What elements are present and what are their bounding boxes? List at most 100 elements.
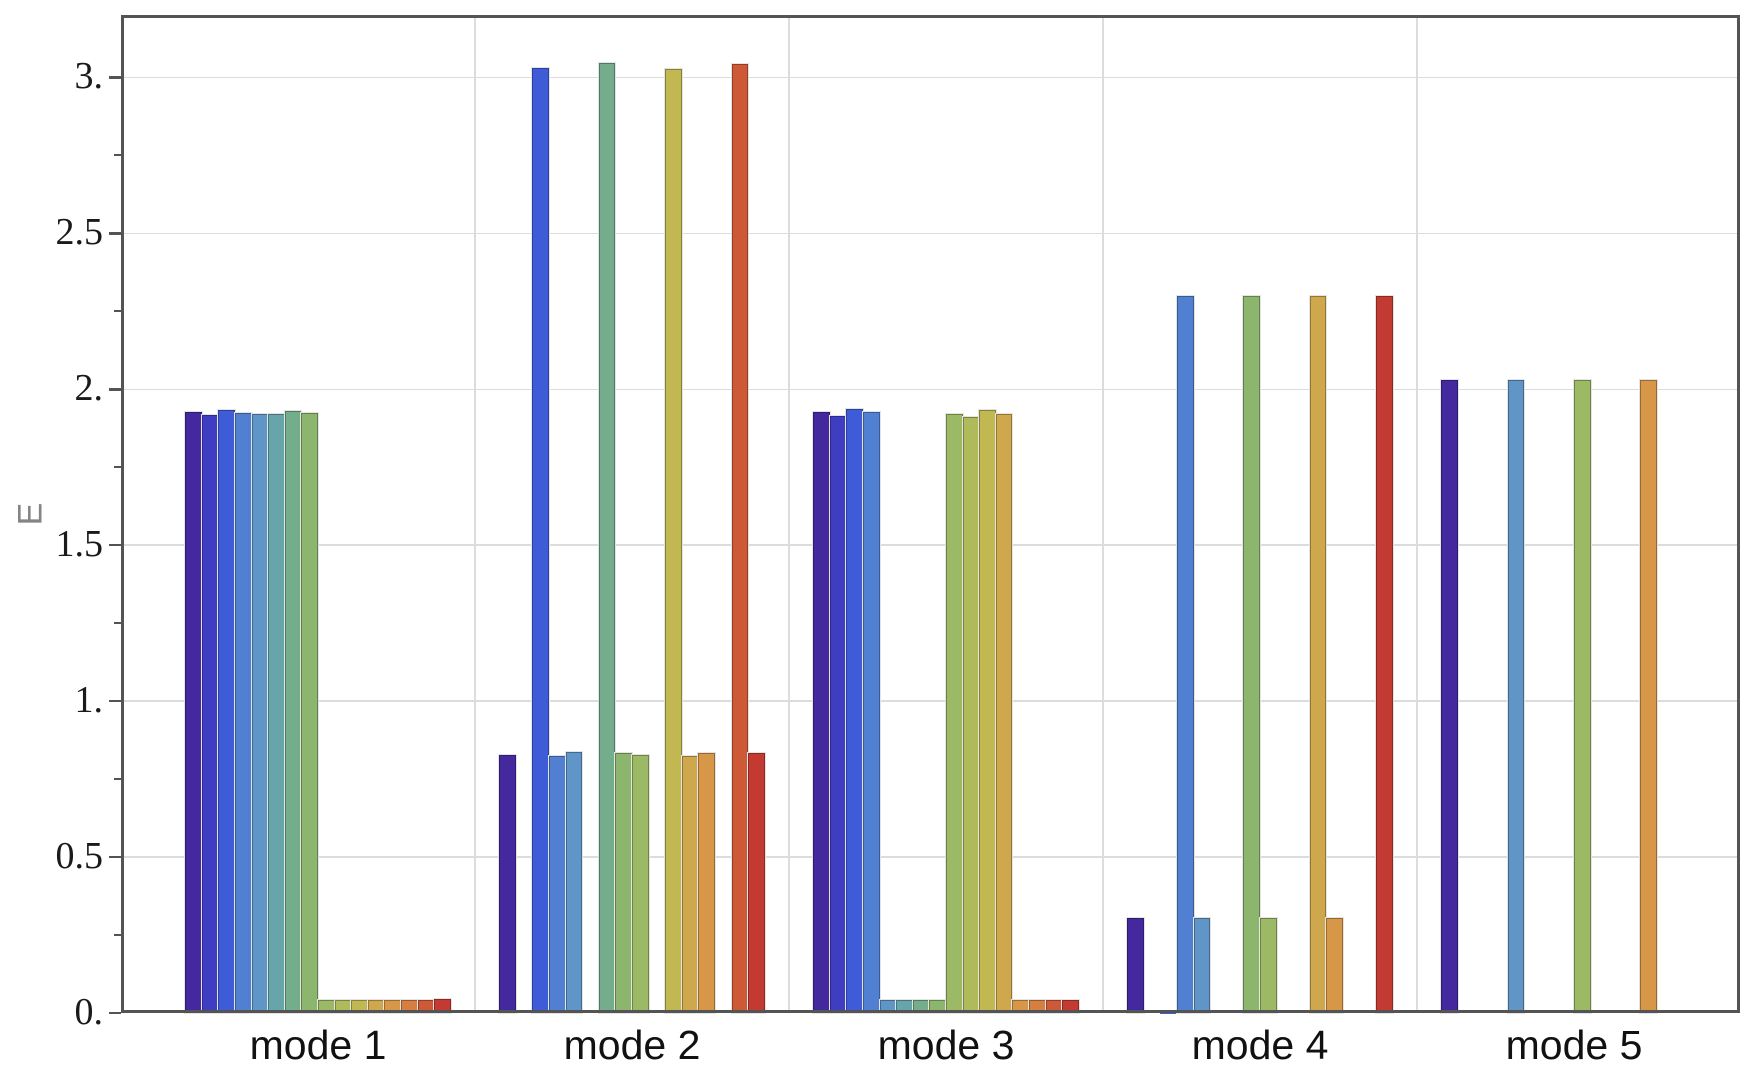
bar — [715, 1012, 732, 1013]
bar — [1524, 1012, 1541, 1013]
bar — [863, 412, 880, 1013]
bar — [1045, 999, 1063, 1013]
y-tick-label: 1.5 — [55, 523, 104, 566]
bar — [748, 753, 765, 1013]
y-axis-tick — [109, 1011, 121, 1015]
y-axis-tick — [109, 699, 121, 703]
bar — [1012, 999, 1029, 1013]
bar — [1243, 295, 1260, 1013]
bar — [499, 754, 516, 1013]
bar — [1326, 917, 1343, 1013]
bar — [1359, 1011, 1377, 1013]
bar — [979, 410, 996, 1013]
bar — [1474, 1012, 1491, 1013]
bar — [731, 63, 749, 1013]
bar — [1210, 1011, 1227, 1013]
bar — [367, 999, 385, 1013]
bar — [1193, 917, 1211, 1013]
bar — [532, 68, 549, 1013]
gridline-horizontal — [121, 76, 1740, 79]
bar — [962, 417, 980, 1013]
bar — [201, 414, 219, 1013]
bar — [1640, 379, 1657, 1013]
bar — [698, 752, 715, 1013]
bar — [235, 412, 252, 1013]
bar — [813, 411, 830, 1013]
y-axis-minor-tick — [114, 778, 121, 781]
bar — [1293, 1011, 1310, 1013]
bar — [582, 1012, 599, 1013]
bar — [995, 413, 1013, 1013]
bar — [1457, 1012, 1475, 1013]
y-axis-tick — [109, 232, 121, 235]
bar — [598, 62, 616, 1013]
gridline-vertical — [788, 15, 790, 1013]
bar — [401, 999, 418, 1013]
bar — [1143, 1010, 1161, 1013]
y-axis-tick — [109, 76, 121, 79]
bar — [1376, 295, 1393, 1013]
y-tick-label: 3. — [74, 55, 104, 98]
bar — [946, 413, 963, 1013]
bar — [268, 414, 285, 1013]
bar — [665, 68, 682, 1013]
bar — [1309, 295, 1327, 1013]
bar — [334, 999, 352, 1013]
y-tick-label: 0.5 — [55, 835, 104, 878]
bar — [1540, 1012, 1558, 1013]
y-tick-label: 0. — [74, 991, 104, 1034]
y-axis-minor-tick — [114, 466, 121, 469]
bar — [1029, 999, 1046, 1013]
bar — [1177, 295, 1194, 1013]
bar — [1507, 379, 1525, 1013]
bar — [1491, 1012, 1508, 1013]
bar — [1623, 1012, 1641, 1013]
x-category-label: mode 1 — [249, 1022, 387, 1068]
bar — [1441, 379, 1458, 1013]
gridline-horizontal — [121, 544, 1740, 546]
gridline-horizontal — [121, 700, 1740, 702]
bar — [1127, 917, 1144, 1013]
bar — [615, 752, 632, 1013]
y-axis-tick — [109, 855, 121, 859]
bar — [632, 755, 649, 1013]
bar — [1260, 917, 1277, 1013]
y-axis-minor-tick — [114, 310, 121, 313]
bar — [1276, 1011, 1294, 1013]
bar — [829, 415, 847, 1013]
bar — [1690, 1010, 1707, 1013]
y-axis-tick — [109, 543, 121, 547]
bar — [1343, 1011, 1360, 1013]
x-category-label: mode 5 — [1505, 1022, 1643, 1068]
bar — [1607, 1012, 1624, 1013]
plot-area — [121, 15, 1740, 1013]
bar — [681, 756, 699, 1013]
bar — [912, 999, 930, 1013]
x-category-label: mode 3 — [877, 1022, 1015, 1068]
gridline-vertical — [474, 15, 476, 1013]
y-tick-label: 2.5 — [55, 211, 104, 254]
bar — [318, 999, 335, 1013]
bar — [251, 413, 269, 1013]
gridline-vertical — [1416, 15, 1418, 1013]
bar — [185, 411, 202, 1013]
bar — [549, 755, 566, 1013]
bar — [284, 410, 302, 1013]
bar — [218, 410, 235, 1013]
bar — [565, 752, 583, 1013]
bar — [1062, 999, 1079, 1013]
bar — [1590, 1012, 1608, 1013]
bar — [384, 999, 401, 1013]
bar — [417, 999, 435, 1013]
gridline-horizontal — [121, 856, 1740, 858]
bar — [648, 1012, 666, 1013]
bar — [846, 408, 863, 1013]
bar — [515, 1012, 533, 1013]
y-tick-label: 2. — [74, 367, 104, 410]
bar — [301, 413, 318, 1013]
bar — [1657, 1011, 1674, 1013]
bar — [1226, 1011, 1244, 1013]
bar — [351, 999, 368, 1013]
gridline-vertical — [1102, 15, 1104, 1013]
